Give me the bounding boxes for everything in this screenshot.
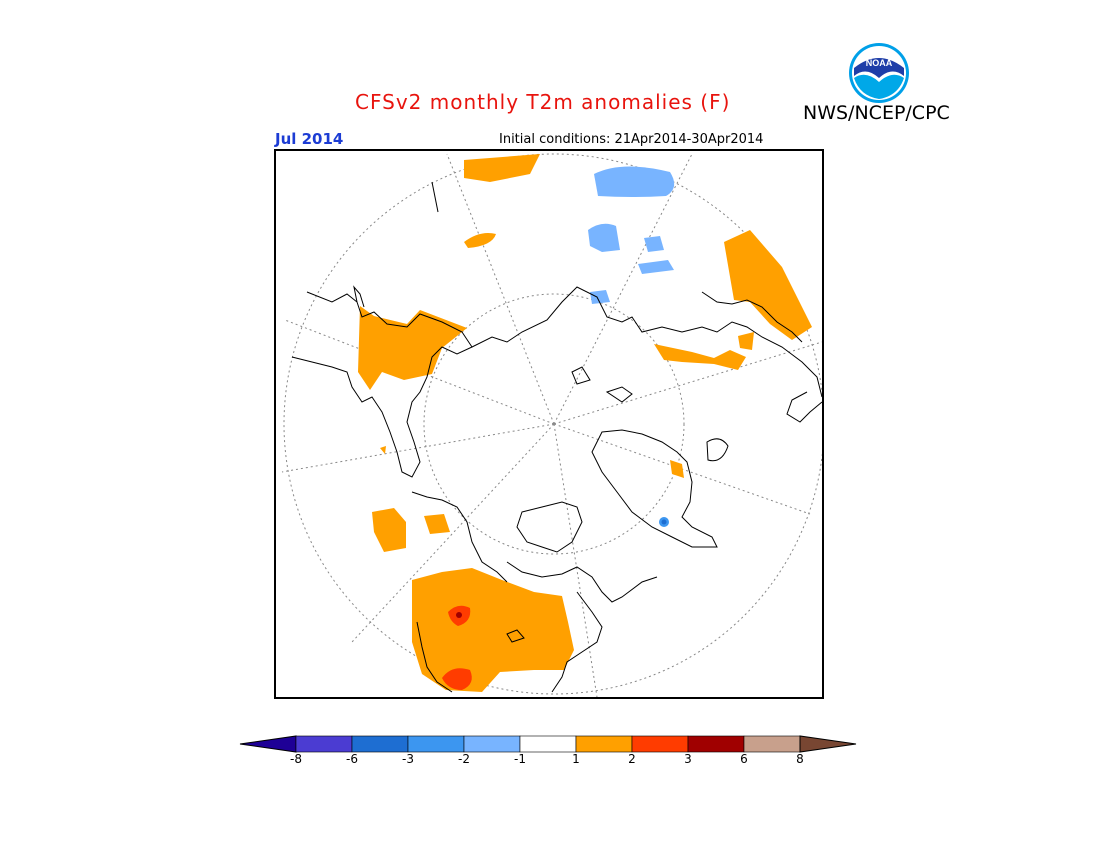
cool-region-kamchatka bbox=[638, 260, 674, 274]
anomaly-region-small-patch bbox=[380, 446, 386, 454]
anomaly-region-greenland-east bbox=[424, 514, 450, 534]
coastline-greenland bbox=[591, 429, 718, 548]
coastline-scandinavia bbox=[353, 285, 365, 308]
color-scale-bin bbox=[687, 735, 745, 753]
coastlines bbox=[291, 181, 822, 693]
anomaly-region-north-america bbox=[412, 568, 574, 692]
color-scale-bin bbox=[631, 735, 689, 753]
color-scale-tick-label: 1 bbox=[572, 752, 580, 766]
cool-region-siberia-coast bbox=[590, 290, 610, 304]
color-scale-bar bbox=[239, 735, 857, 753]
map-title: CFSv2 monthly T2m anomalies (F) bbox=[355, 90, 731, 114]
color-scale-bins bbox=[239, 735, 857, 753]
anomaly-region-atlantic-blob bbox=[464, 233, 496, 248]
coastline-iceland bbox=[706, 438, 729, 462]
color-scale-arrow-low bbox=[239, 735, 297, 753]
warm-anomaly-regions bbox=[358, 154, 812, 692]
coastline-novaya-zemlya bbox=[571, 366, 591, 385]
coastline-east-asia bbox=[701, 291, 803, 343]
coastline-siberia-north bbox=[471, 286, 822, 398]
color-scale-tick-label: 2 bbox=[628, 752, 636, 766]
noaa-logo: NOAA bbox=[849, 43, 909, 103]
coastline-japan bbox=[431, 181, 439, 213]
coastline-north-america-west bbox=[411, 491, 508, 583]
color-scale-tick-label: -3 bbox=[402, 752, 414, 766]
anomaly-region-greenland-west bbox=[372, 508, 406, 552]
coastline-alaska bbox=[786, 391, 822, 423]
anomaly-peak bbox=[456, 612, 462, 618]
coastline-canada-east bbox=[551, 591, 603, 693]
coastline-california bbox=[416, 621, 453, 693]
strong-cool-anomaly bbox=[661, 519, 667, 525]
color-scale-tick-label: -6 bbox=[346, 752, 358, 766]
cool-region-north-pacific bbox=[594, 166, 675, 197]
color-scale-bin bbox=[743, 735, 801, 753]
polar-map-frame bbox=[274, 149, 824, 699]
coastline-canadian-archipelago bbox=[516, 501, 583, 553]
logo-text: NOAA bbox=[866, 58, 893, 68]
color-scale-tick-label: -2 bbox=[458, 752, 470, 766]
color-scale-tick-label: 8 bbox=[796, 752, 804, 766]
anomaly-region-europe bbox=[358, 306, 467, 390]
color-scale-bin bbox=[519, 735, 577, 753]
color-scale-bin bbox=[463, 735, 521, 753]
cool-region-pacific-mid bbox=[588, 223, 620, 252]
polar-stereographic-map bbox=[281, 153, 822, 697]
cool-region-pacific-east bbox=[644, 236, 664, 252]
color-scale-bin bbox=[351, 735, 409, 753]
anomaly-region-north-atlantic bbox=[464, 154, 540, 182]
initial-conditions-label: Initial conditions: 21Apr2014-30Apr2014 bbox=[499, 132, 764, 147]
color-scale-tick-label: -8 bbox=[290, 752, 302, 766]
anomaly-region-chukotka bbox=[654, 344, 746, 370]
very-strong-warm-anomaly bbox=[456, 612, 462, 618]
cool-core-greenland bbox=[661, 519, 667, 525]
coastline-great-lakes bbox=[506, 629, 525, 643]
anomaly-region-east-siberia bbox=[724, 230, 812, 340]
color-scale-tick-label: -1 bbox=[514, 752, 526, 766]
color-scale-bin bbox=[295, 735, 353, 753]
valid-month-label: Jul 2014 bbox=[275, 130, 344, 148]
cool-anomaly-regions bbox=[588, 166, 675, 304]
coastline-svalbard bbox=[605, 386, 633, 403]
color-scale-bin bbox=[407, 735, 465, 753]
anomaly-region-alaska-north bbox=[670, 460, 684, 478]
agency-label: NWS/NCEP/CPC bbox=[803, 102, 950, 124]
coastline-europe bbox=[291, 291, 473, 478]
color-scale-tick-label: 3 bbox=[684, 752, 692, 766]
anomaly-region-alaska-patch bbox=[738, 332, 754, 350]
coastline-hudson bbox=[506, 561, 658, 603]
color-scale-bin bbox=[575, 735, 633, 753]
anomaly-core-southwest bbox=[442, 668, 472, 690]
color-scale-tick-label: 6 bbox=[740, 752, 748, 766]
color-scale-arrow-high bbox=[799, 735, 857, 753]
